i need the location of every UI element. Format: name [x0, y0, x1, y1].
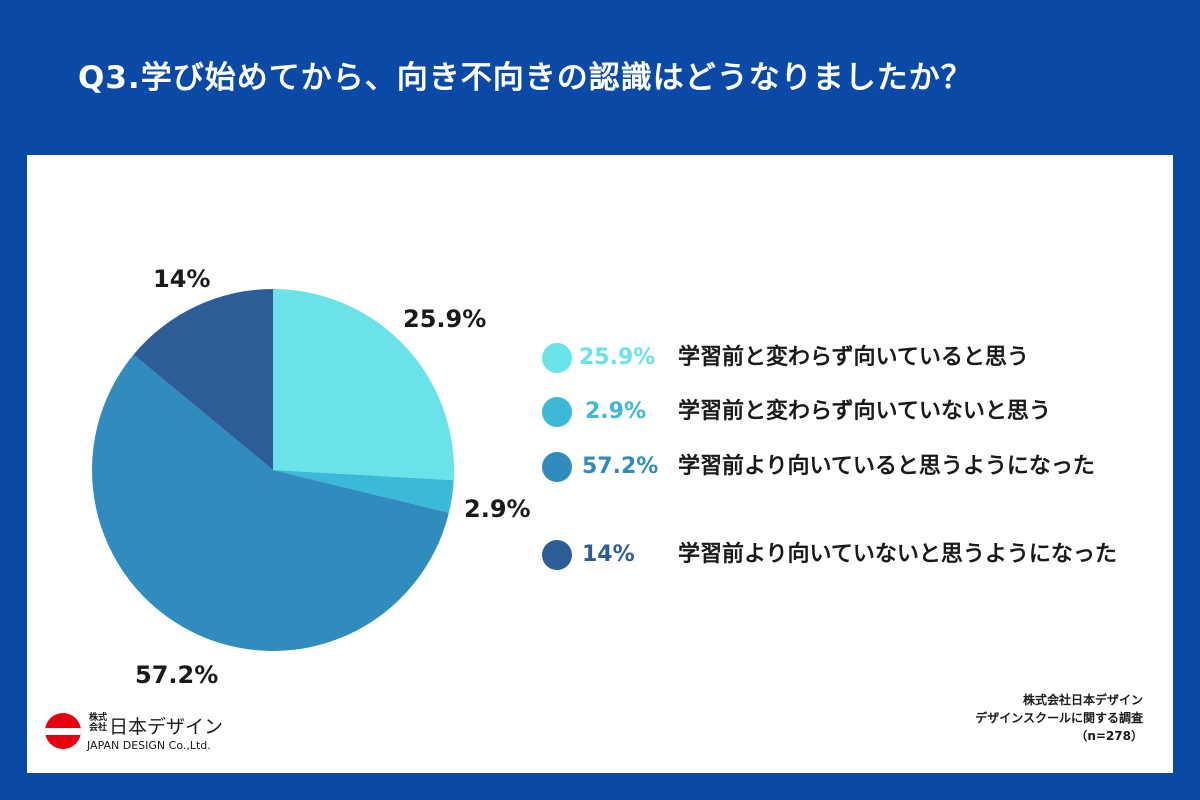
slice-label-3: 14% [153, 265, 211, 293]
logo-name: 日本デザイン [109, 716, 224, 738]
company-logo: 株式会社 日本デザイン JAPAN DESIGN Co.,Ltd. [37, 707, 223, 763]
legend-label-0: 学習前と変わらず向いていると思う [678, 345, 1029, 370]
header-bar: Q3.学び始めてから、向き不向きの認識はどうなりましたか？ [0, 0, 1200, 155]
page-title: Q3.学び始めてから、向き不向きの認識はどうなりましたか？ [78, 60, 973, 96]
legend-pct-1: 2.9% [585, 399, 647, 424]
logo-mark-icon [45, 713, 81, 749]
logo-english-name: JAPAN DESIGN Co.,Ltd. [87, 739, 211, 752]
legend-dot-2 [542, 452, 572, 482]
pie-slice-3 [133, 289, 273, 470]
slice-label-1: 2.9% [464, 495, 531, 523]
pie-slice-0 [273, 289, 455, 481]
legend-dot-1 [542, 397, 572, 427]
logo-small-text: 株式会社 [89, 713, 108, 733]
legend-label-1: 学習前と変わらず向いていないと思う [678, 399, 1051, 424]
legend-label-3: 学習前より向いていないと思うようになった [678, 542, 1117, 567]
source-line-3: （n=278） [1075, 729, 1143, 743]
legend-dot-3 [542, 540, 572, 570]
source-note: 株式会社日本デザイン デザインスクールに関する調査 （n=278） [975, 691, 1143, 745]
pie-slice-2 [91, 354, 449, 651]
legend-dot-0 [542, 343, 572, 373]
slice-label-0: 25.9% [403, 305, 487, 333]
pie-chart [91, 289, 455, 651]
legend-label-2: 学習前より向いていると思うようになった [678, 454, 1095, 479]
chart-panel: 25.9% 2.9% 57.2% 14% 25.9% 学習前と変わらず向いている… [27, 155, 1173, 773]
legend-pct-2: 57.2% [582, 454, 659, 479]
source-line-2: デザインスクールに関する調査 [975, 711, 1143, 725]
source-line-1: 株式会社日本デザイン [1022, 693, 1143, 707]
pie-slice-1 [273, 470, 454, 513]
legend-pct-0: 25.9% [579, 345, 656, 370]
legend-pct-3: 14% [582, 542, 635, 567]
slice-label-2: 57.2% [135, 661, 219, 689]
